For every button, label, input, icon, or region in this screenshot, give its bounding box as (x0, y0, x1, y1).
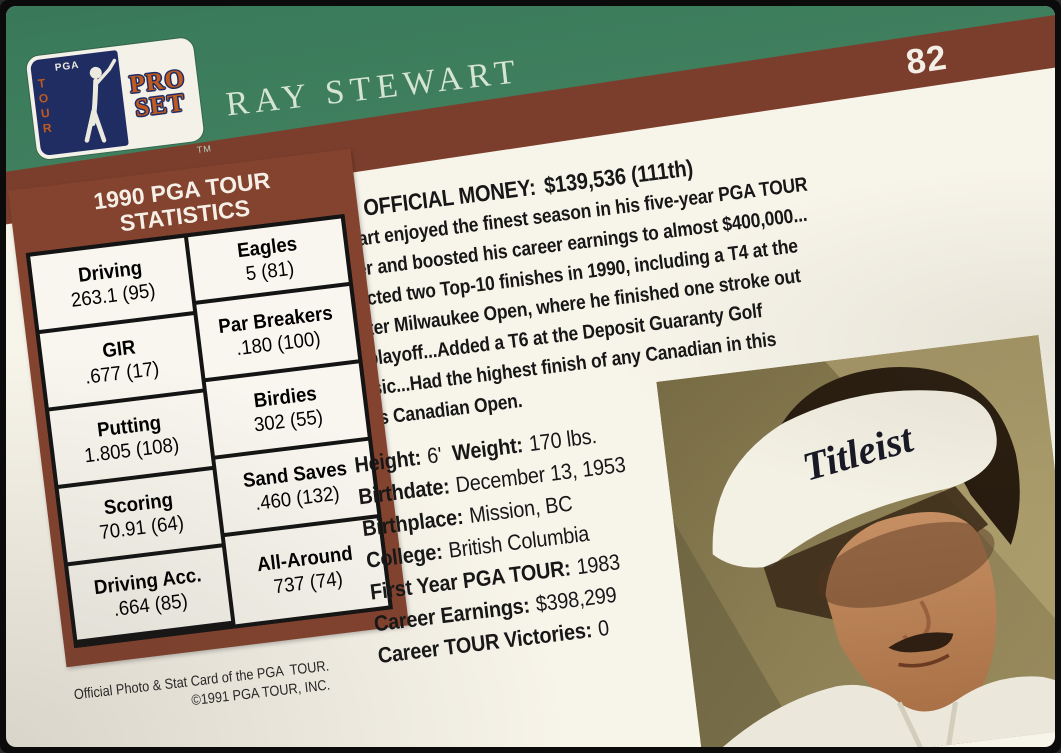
card-number: 82 (903, 37, 950, 83)
player-photo-illustration: Titleist (656, 335, 1055, 747)
logo-tour-vertical-text: TOUR (33, 75, 56, 137)
pro-set-wordmark: PRO SET (117, 41, 200, 145)
pga-tour-emblem: PGA TOUR (29, 50, 129, 157)
profile-value: 0 (596, 614, 611, 642)
stat-cell-birdies: Birdies 302 (55) (205, 363, 368, 456)
stat-cell-putting: Putting 1.805 (108) (49, 392, 212, 485)
profile-label: College: (364, 538, 444, 573)
height-value: 6' (425, 442, 444, 469)
pro-set-pga-tour-logo: PGA TOUR PRO SET TM (25, 36, 216, 177)
stat-cell-driving: Driving 263.1 (95) (30, 237, 193, 331)
shirt (703, 676, 1055, 747)
trading-card-back: 82 PGA TOUR PRO SET (6, 6, 1055, 747)
face (825, 512, 997, 724)
shirt-collar (896, 701, 958, 747)
stat-cell-driving-acc: Driving Acc. .664 (85) (68, 547, 231, 640)
height-label: Height: (353, 444, 423, 478)
profile-value: 1983 (575, 549, 622, 580)
stat-cell-par-breakers: Par Breakers .180 (100) (195, 285, 359, 379)
weight-label: Weight: (450, 432, 525, 466)
player-photo: Titleist (656, 335, 1055, 747)
mustache (888, 632, 954, 653)
stat-cell-gir: GIR .677 (17) (39, 315, 203, 408)
stats-table: Driving 263.1 (95) GIR .677 (17) Putting 1.… (25, 213, 393, 649)
golfer-icon (84, 58, 117, 143)
stat-cell-scoring: Scoring 70.91 (64) (58, 470, 222, 563)
stats-panel: 1990 PGA TOUR STATISTICS Driving 263.1 (9… (8, 148, 409, 668)
mouth (898, 653, 950, 668)
visor (712, 390, 997, 568)
trademark-symbol: TM (196, 143, 213, 156)
eye-shadow (816, 522, 995, 608)
weight-value: 170 lbs. (527, 423, 598, 457)
stat-value: .677 (17) (84, 357, 161, 389)
stat-value: 5 (81) (244, 257, 296, 286)
logo-box: PGA TOUR PRO SET (25, 36, 205, 161)
logo-set-text: SET (133, 88, 187, 122)
